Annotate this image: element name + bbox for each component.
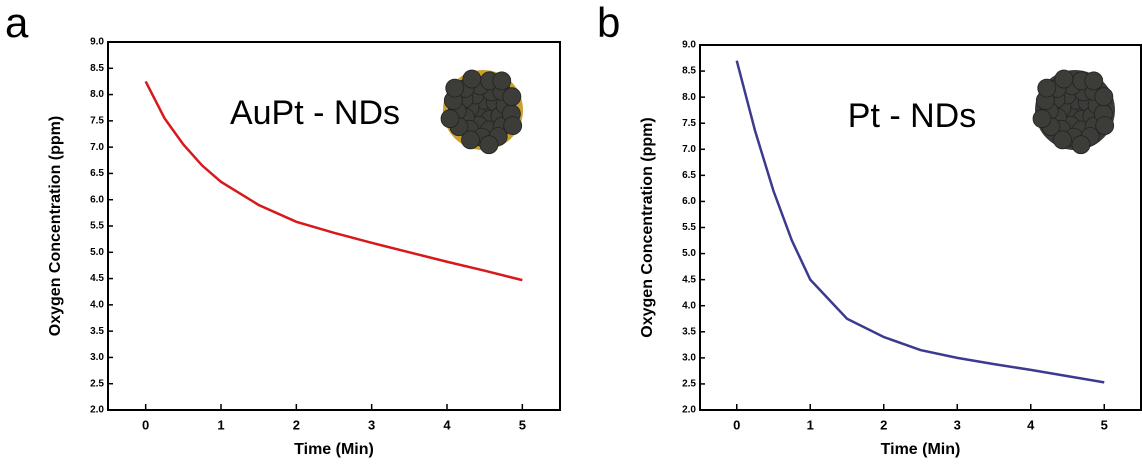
x-tick-label: 1 [217,417,224,432]
x-axis-title: Time (Min) [881,441,961,458]
y-tick-label: 9.0 [90,37,104,48]
icon-sphere [479,135,499,155]
data-line [735,60,1105,384]
y-tick-label: 7.5 [90,115,104,126]
y-tick-label: 5.5 [90,221,104,232]
x-tick-label: 5 [519,417,526,432]
x-tick-label: 4 [1027,417,1035,432]
y-tick-label: 3.0 [682,352,696,363]
y-tick-label: 4.0 [682,300,696,311]
icon-sphere [461,130,480,150]
y-tick-label: 2.5 [90,378,104,389]
icon-sphere [1084,71,1104,91]
y-tick-label: 4.5 [90,273,104,284]
icon-sphere [503,116,523,135]
x-tick-label: 0 [142,417,149,432]
x-tick-label: 2 [293,417,300,432]
y-tick-label: 6.5 [90,168,104,179]
y-tick-label: 5.0 [90,247,104,258]
panel-label: b [597,0,620,46]
y-tick-label: 6.0 [90,194,104,205]
y-tick-label: 3.0 [90,352,104,363]
y-tick-label: 7.0 [90,142,104,153]
y-tick-label: 2.0 [90,405,104,416]
x-tick-label: 0 [733,417,740,432]
icon-sphere [1053,130,1072,150]
y-tick-label: 9.0 [682,40,696,51]
nanoparticle-icon [440,69,523,155]
x-tick-label: 3 [954,417,961,432]
annotation: AuPt - NDs [230,94,400,132]
y-tick-label: 5.0 [682,248,696,259]
data-line [144,80,523,282]
y-tick-label: 7.5 [682,118,696,129]
icon-sphere [492,71,512,91]
x-tick-label: 5 [1101,417,1108,432]
y-tick-label: 6.0 [682,196,696,207]
y-tick-label: 3.5 [90,326,104,337]
x-tick-label: 4 [443,417,451,432]
y-axis-title: Oxygen Concentration (ppm) [47,116,64,336]
icon-sphere [1095,116,1115,135]
icon-sphere [502,87,522,107]
x-tick-label: 3 [368,417,375,432]
y-tick-label: 5.5 [682,222,696,233]
annotation: Pt - NDs [848,97,976,135]
icon-sphere [462,69,482,89]
icon-sphere [440,109,460,129]
icon-sphere [1037,78,1057,98]
icon-sphere [445,78,465,98]
y-tick-label: 7.0 [682,144,696,155]
icon-sphere [1071,135,1091,155]
y-tick-label: 8.0 [90,89,104,100]
x-tick-label: 1 [807,417,814,432]
x-axis-title: Time (Min) [294,441,374,458]
y-tick-label: 2.0 [682,405,696,416]
panel-label: a [5,0,29,46]
y-tick-label: 2.5 [682,379,696,390]
y-tick-label: 8.5 [90,63,104,74]
icon-sphere [1054,69,1074,89]
y-axis-title: Oxygen Concentration (ppm) [639,117,656,337]
y-tick-label: 8.5 [682,66,696,77]
y-tick-label: 8.0 [682,92,696,103]
y-tick-label: 4.5 [682,274,696,285]
y-tick-label: 4.0 [90,299,104,310]
icon-sphere [1094,87,1114,107]
x-tick-label: 2 [880,417,887,432]
nanoparticle-icon [1032,69,1115,155]
y-tick-label: 3.5 [682,326,696,337]
icon-sphere [1032,109,1052,129]
y-tick-label: 6.5 [682,170,696,181]
